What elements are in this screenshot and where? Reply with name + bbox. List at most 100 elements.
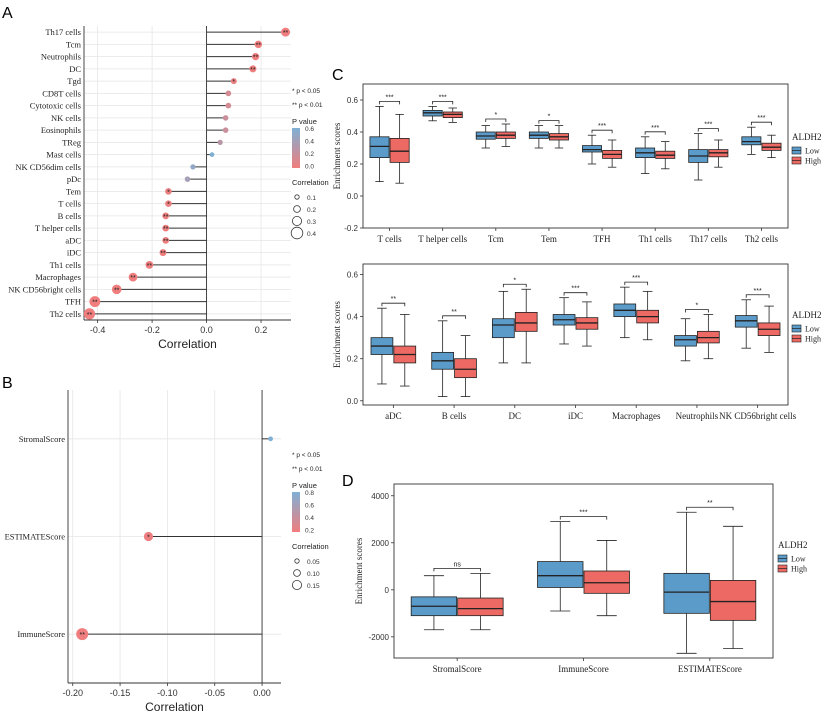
panel-label-c: C <box>332 67 344 84</box>
panel-d-boxplot-scores: -2000 0 2000 4000 Enrichment scores StromalSc… <box>354 483 808 674</box>
x-category-label: ESTIMATEScore <box>678 664 742 674</box>
box-high <box>457 597 504 617</box>
legend-p-title: P value <box>292 117 317 126</box>
y-tick-label: 0.0 <box>347 397 359 406</box>
legend-size-title: Correlation <box>292 178 329 187</box>
x-tick-label: 0.2 <box>255 325 268 335</box>
category-label: iDC <box>67 248 82 258</box>
x-tick-label: -0.05 <box>204 688 225 698</box>
lollipop-dot <box>225 102 232 109</box>
lollipop-dot <box>230 78 237 85</box>
x-category-label: aDC <box>385 411 402 421</box>
significance-marker: ** <box>79 632 85 639</box>
box-high <box>389 137 410 163</box>
significance-bracket <box>433 567 481 572</box>
significance-label: ** <box>391 296 397 303</box>
lollipop-dot <box>159 249 167 257</box>
x-category-label: Th2 cells <box>745 234 779 244</box>
lollipop-dot <box>184 176 191 182</box>
lollipop-dot <box>162 224 170 232</box>
size-legend-label: 0.05 <box>307 559 320 566</box>
size-legend-label: 0.2 <box>307 207 316 214</box>
significance-marker: * <box>167 189 170 196</box>
colorbar-tick-label: 0.8 <box>305 490 314 497</box>
category-label: Tem <box>66 186 81 196</box>
x-category-label: T cells <box>378 234 403 244</box>
category-label: TReg <box>62 137 82 147</box>
significance-bracket <box>750 121 772 126</box>
size-legend-circle <box>293 569 301 577</box>
lollipop-dot <box>225 90 232 97</box>
significance-bracket <box>644 131 666 135</box>
significance-label: * <box>548 114 551 121</box>
y-tick-label: 0.0 <box>347 192 359 201</box>
category-label: ImmuneScore <box>17 629 65 639</box>
size-legend-label: 0.4 <box>307 231 316 238</box>
panel-b-lollipop-chart: StromalScore ESTIMATEScore * ImmuneScore ** -… <box>5 390 329 714</box>
panel-c-boxplot-t-cells: -0.2 0.0 0.2 0.4 0.6 Enrichment scores T cells… <box>332 83 822 244</box>
significance-bracket <box>559 516 608 520</box>
lollipop-dot <box>165 188 172 195</box>
colorbar-tick-label: 0.2 <box>305 151 314 158</box>
significance-bracket <box>502 283 527 288</box>
x-category-label: Th17 cells <box>689 234 727 244</box>
category-label: Th2 cells <box>50 309 81 319</box>
category-label: StromalScore <box>19 434 65 444</box>
significance-bracket <box>538 120 560 124</box>
x-axis-title: Correlation <box>145 700 204 714</box>
x-tick-label: 0.00 <box>253 688 271 698</box>
size-legend-circle <box>290 226 304 240</box>
category-label: NK cells <box>51 113 81 123</box>
significance-marker: ** <box>87 312 93 319</box>
y-tick-label: 0.2 <box>347 160 359 169</box>
x-tick-label: -0.4 <box>90 325 106 335</box>
category-label: CD8T cells <box>42 88 81 98</box>
x-category-label: Tem <box>541 234 557 244</box>
lollipop-dot <box>89 296 101 308</box>
significance-marker: ** <box>283 30 289 37</box>
significance-marker: ** <box>250 67 256 74</box>
lollipop-dot <box>268 436 273 442</box>
x-category-label: NK CD56bright cells <box>719 411 796 421</box>
legend-label: High <box>805 335 821 344</box>
lollipop-dot <box>254 40 263 49</box>
significance-label: * <box>494 112 497 119</box>
category-label: ESTIMATEScore <box>5 532 66 542</box>
y-tick-label: -2000 <box>369 633 390 642</box>
size-legend-label: 0.1 <box>307 195 316 202</box>
category-label: Cytotoxic cells <box>30 101 81 111</box>
x-category-label: Tcm <box>488 234 504 244</box>
legend-title: ALDH2 <box>792 132 822 142</box>
y-tick-label: 4000 <box>371 492 389 501</box>
x-category-label: T helper cells <box>418 234 467 244</box>
box-low <box>369 136 390 159</box>
x-tick-label: -0.2 <box>144 325 160 335</box>
significance-label: *** <box>385 94 393 101</box>
colorbar-tick-label: 0.4 <box>305 515 314 522</box>
legend-sig-note: ** p < 0.01 <box>292 466 323 473</box>
significance-marker: * <box>232 79 235 86</box>
box-high <box>514 312 538 332</box>
size-legend-circle <box>294 194 300 200</box>
significance-marker: * <box>147 535 150 542</box>
lollipop-dot <box>162 212 170 220</box>
x-category-label: TFH <box>594 234 612 244</box>
significance-bracket <box>381 302 406 307</box>
category-label: Th17 cells <box>45 27 81 37</box>
y-tick-label: 0.4 <box>347 313 359 322</box>
legend-label: Low <box>791 555 806 564</box>
significance-bracket <box>685 309 709 313</box>
category-label: aDC <box>65 235 81 245</box>
x-category-label: Th1 cells <box>639 234 673 244</box>
x-tick-label: -0.15 <box>110 688 131 698</box>
lollipop-dot <box>83 308 96 320</box>
panel-label-b: B <box>2 375 13 392</box>
y-tick-label: -0.2 <box>344 224 358 233</box>
legend-sig-note: * p < 0.05 <box>292 88 320 95</box>
category-label: Mast cells <box>46 150 81 160</box>
x-category-label: Neutrophils <box>676 411 719 421</box>
lollipop-dot <box>145 261 154 269</box>
significance-marker: ** <box>92 300 98 307</box>
lollipop-dot <box>249 65 257 73</box>
